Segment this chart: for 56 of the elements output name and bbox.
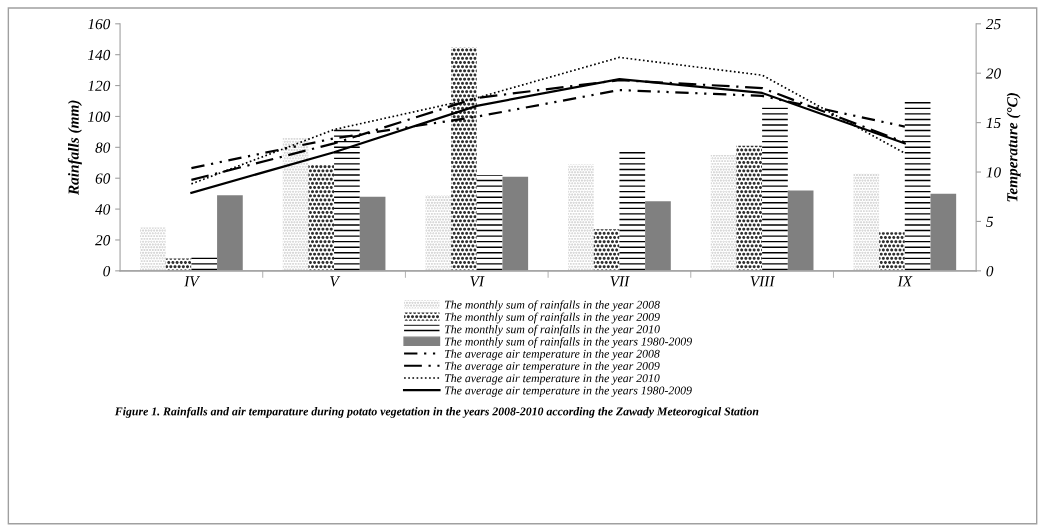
- bar: [879, 232, 905, 271]
- bar: [930, 193, 957, 271]
- bar: [476, 175, 503, 271]
- y-tick-label: 160: [87, 18, 111, 30]
- y2-tick-label: 15: [986, 117, 1001, 129]
- bar: [710, 155, 737, 271]
- legend-label: The monthly sum of rainfalls in the year 2008: [444, 300, 660, 312]
- y2-axis-title: Temperature (°C): [1006, 93, 1021, 202]
- bar: [165, 258, 192, 271]
- y-tick-label: 60: [95, 173, 111, 184]
- bar: [334, 127, 360, 271]
- x-tick-label: IX: [897, 276, 913, 287]
- bar: [593, 229, 620, 271]
- legend-label: The average air temperature in the year 2008: [444, 349, 660, 361]
- legend-label: The monthly sum of rainfalls in the year 2009: [444, 312, 660, 324]
- x-tick-label: V: [330, 276, 341, 287]
- bar: [736, 145, 763, 271]
- y2-tick-label: 0: [986, 265, 994, 277]
- legend-label: The monthly sum of rainfalls in the year 2010: [444, 324, 660, 336]
- y2-tick-label: 20: [985, 68, 1001, 79]
- x-tick-label: IV: [184, 276, 201, 287]
- bar: [568, 164, 594, 271]
- y-tick-label: 40: [95, 204, 111, 215]
- bar: [502, 176, 529, 271]
- x-tick-label: VIII: [750, 276, 776, 287]
- bar: [451, 46, 477, 271]
- y-tick-label: 0: [103, 265, 111, 277]
- legend-label: The average air temperature in the years 1980-2009: [444, 386, 692, 397]
- bar: [853, 173, 880, 271]
- bar: [282, 138, 309, 271]
- bar: [359, 196, 386, 271]
- legend-label: The monthly sum of rainfalls in the years 1980-2009: [444, 337, 692, 348]
- bar: [787, 190, 814, 271]
- bar: [308, 164, 335, 271]
- y2-tick-label: 25: [985, 18, 1001, 30]
- y-tick-label: 120: [87, 80, 111, 92]
- y-tick-label: 80: [95, 142, 111, 153]
- y-tick-label: 140: [87, 49, 111, 61]
- y-tick-label: 100: [87, 111, 111, 122]
- caption: Figure 1. Rainfalls and air temparature during potato vegetation in the years 2008-2010 according the Zawady Meteorogical Station: [114, 406, 759, 418]
- y2-tick-label: 5: [986, 216, 994, 227]
- x-tick-label: VI: [470, 276, 485, 287]
- bar: [140, 227, 166, 271]
- bar: [645, 201, 671, 271]
- y-tick-label: 20: [95, 235, 111, 246]
- bar: [217, 195, 243, 271]
- y2-tick-label: 10: [986, 167, 1001, 178]
- legend-label: The average air temperature in the year 2010: [444, 373, 660, 385]
- bar: [191, 255, 218, 271]
- bar: [762, 107, 788, 271]
- bar: [425, 195, 452, 271]
- bar: [619, 151, 646, 271]
- bar: [904, 101, 931, 271]
- x-tick-label: VII: [610, 276, 630, 287]
- y-axis-title: Rainfalls (mm): [67, 100, 82, 196]
- legend-label: The average air temperature in the year 2009: [444, 361, 660, 373]
